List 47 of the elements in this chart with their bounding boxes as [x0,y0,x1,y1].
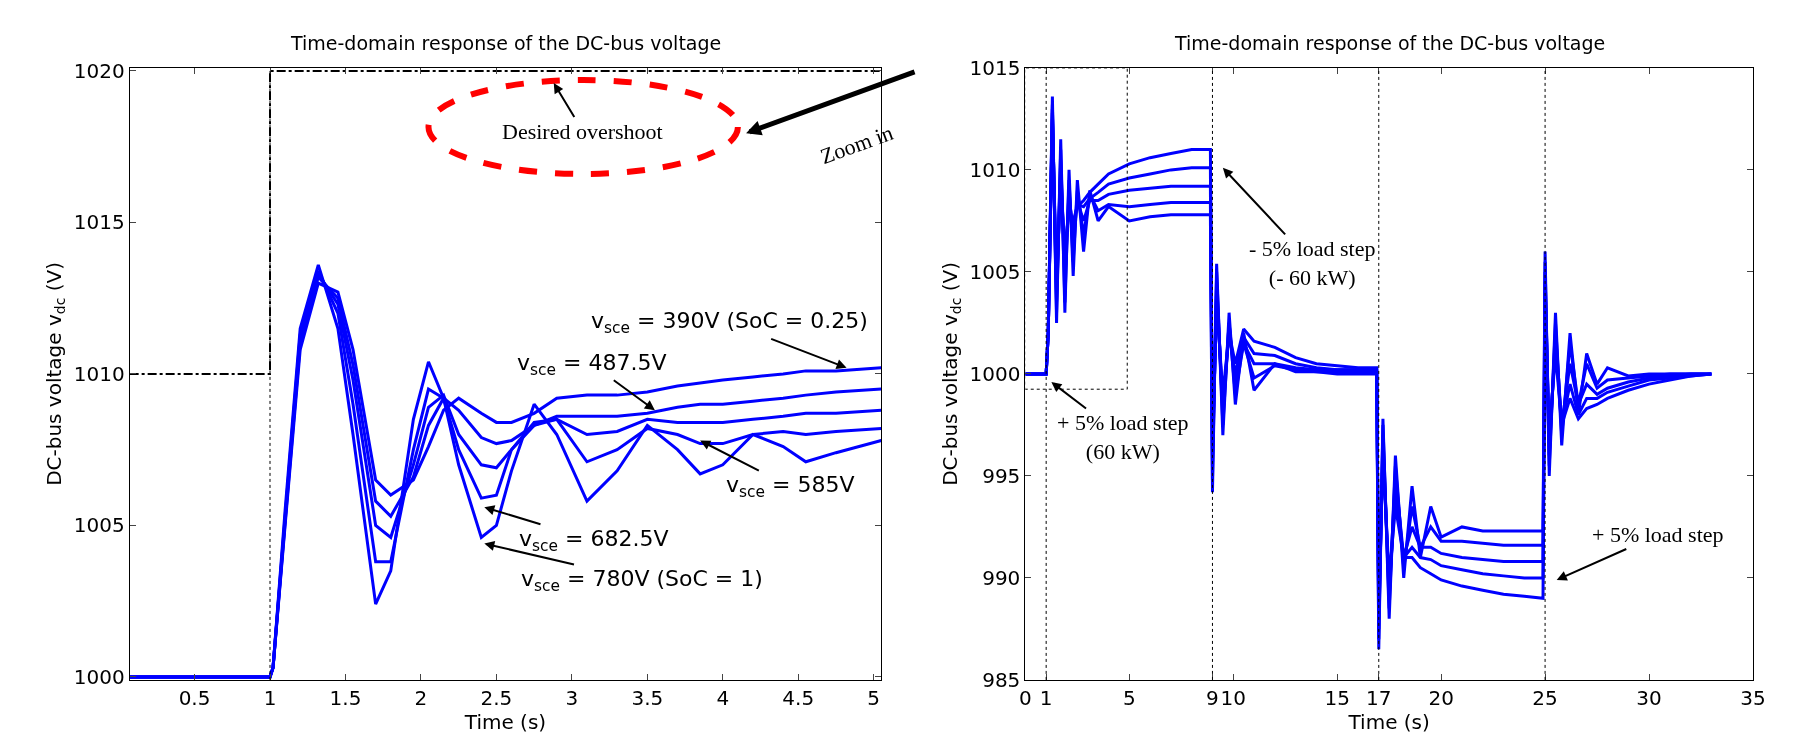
annotation: v$_{sce}$ = 390V (SoC = 0.25) [591,308,868,337]
annotation: v$_{sce}$ = 487.5V [517,350,667,379]
x-tick-label: 0 [1019,685,1032,710]
annotation: + 5% load step [1592,522,1724,547]
x-tick-label: 1.5 [329,685,362,710]
x-tick-label: 20 [1428,685,1454,710]
y-tick-label: 1010 [969,157,1021,182]
y-tick-label: 1010 [73,361,125,386]
y-tick-label: 1000 [969,361,1021,386]
annotation: Zoom in [817,119,897,170]
x-tick-label: 3.5 [631,685,664,710]
x-tick-label: 17 [1366,685,1392,710]
annotation: v$_{sce}$ = 780V (SoC = 1) [521,566,763,595]
x-axis-title: Time (s) [1347,709,1430,734]
x-tick-label: 1 [263,685,277,710]
x-axis-title: Time (s) [463,709,547,734]
y-tick-label: 1005 [73,513,125,538]
x-tick-label: 0.5 [178,685,211,710]
y-tick-label: 1005 [969,259,1021,284]
x-tick-label: 2.5 [480,685,513,710]
x-tick-label: 10 [1220,685,1246,710]
y-tick-label: 985 [982,667,1021,692]
annotation: Desired overshoot [502,119,663,144]
x-tick-label: 1 [1039,685,1053,710]
x-tick-label: 25 [1532,685,1558,710]
chart-title: Time-domain response of the DC-bus voltage [290,32,722,54]
annotation: v$_{sce}$ = 682.5V [519,526,669,555]
y-tick-label: 1015 [969,55,1021,80]
x-tick-label: 35 [1740,685,1766,710]
x-tick-label: 15 [1324,685,1350,710]
x-tick-label: 4 [716,685,730,710]
annotation: + 5% load step (60 kW) [1057,410,1189,464]
annotation: v$_{sce}$ = 585V [726,472,855,501]
y-tick-label: 1015 [73,210,125,235]
x-tick-label: 9 [1206,685,1219,710]
y-tick-label: 1020 [73,58,125,83]
y-tick-label: 1000 [73,664,125,689]
x-tick-label: 4.5 [782,685,815,710]
y-tick-label: 995 [982,463,1021,488]
y-tick-label: 990 [982,565,1021,590]
annotation: - 5% load step (- 60 kW) [1249,236,1376,290]
x-tick-label: 3 [565,685,579,710]
x-tick-label: 30 [1636,685,1662,710]
x-tick-label: 5 [1122,685,1136,710]
chart-title: Time-domain response of the DC-bus voltage [1174,32,1606,54]
x-tick-label: 2 [414,685,428,710]
x-tick-label: 5 [867,685,881,710]
